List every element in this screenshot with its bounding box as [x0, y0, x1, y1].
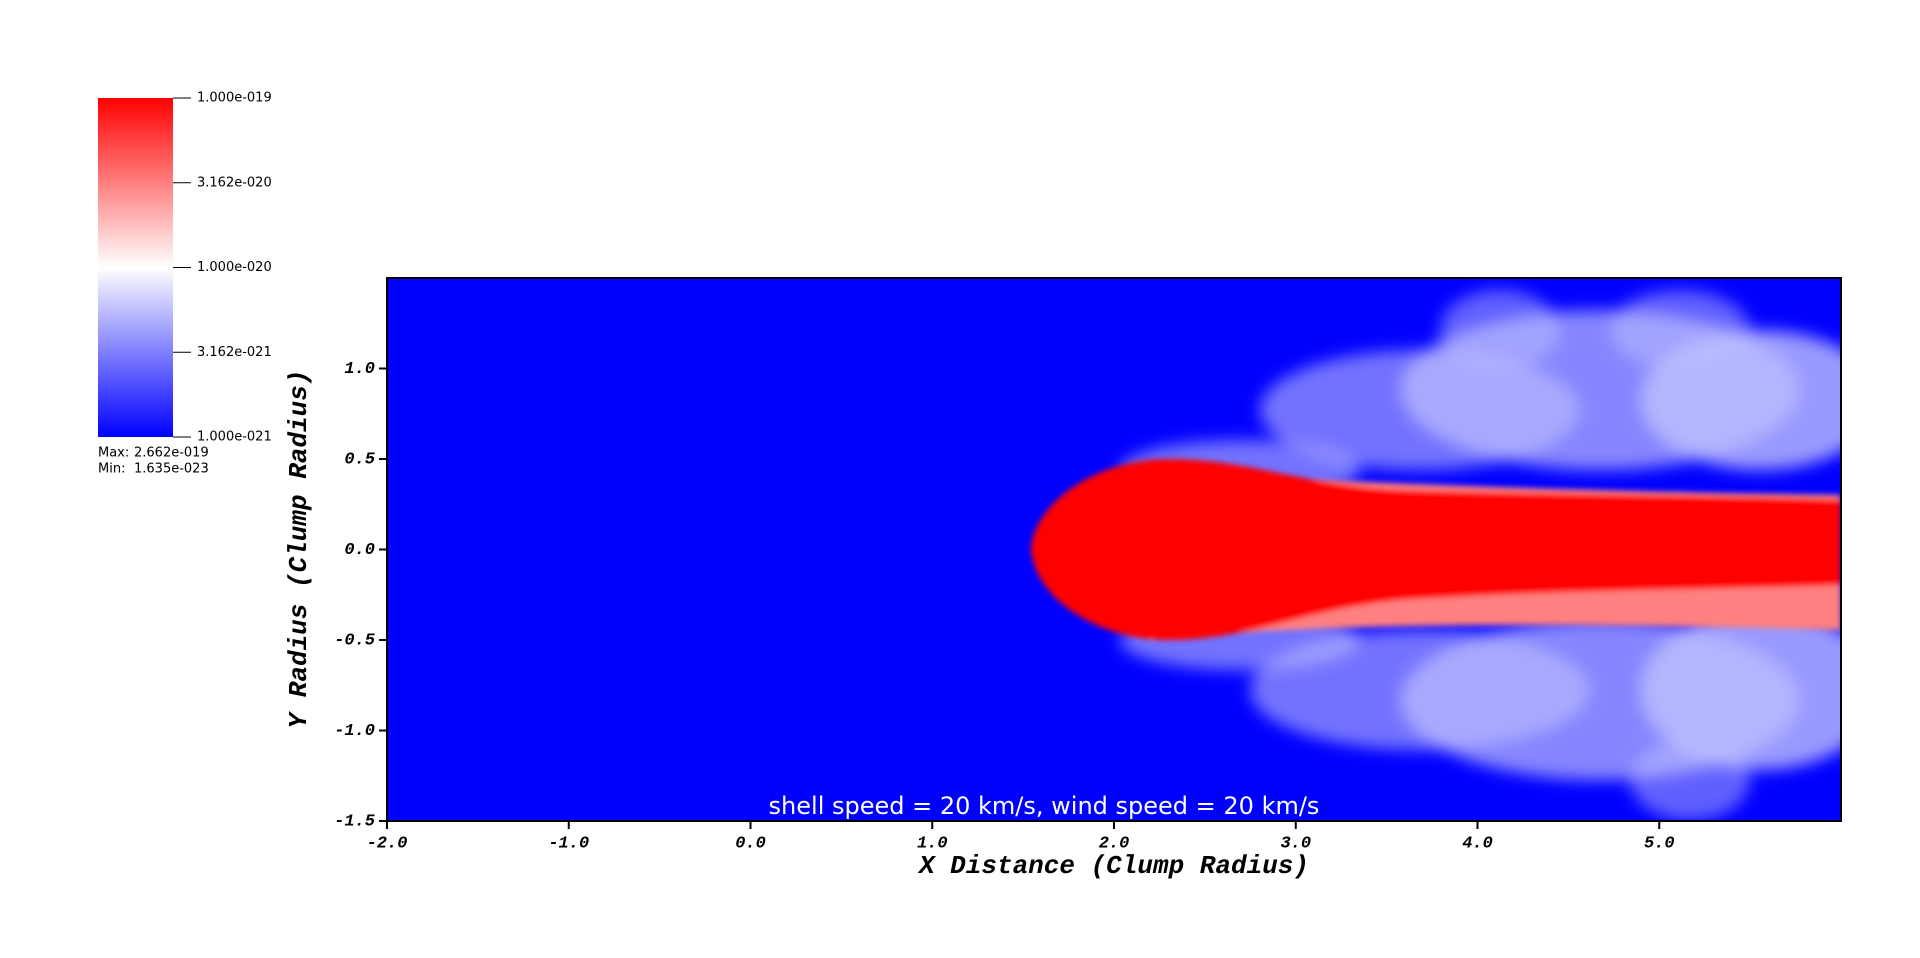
x-tick-label: 5.0 — [1644, 834, 1675, 853]
x-tick-label: 3.0 — [1280, 834, 1311, 853]
x-axis-title: X Distance (Clump Radius) — [917, 851, 1309, 881]
colorbar-tick-label: 1.000e-021 — [197, 430, 272, 445]
colorbar-max-caption: Max: — [98, 446, 129, 461]
y-axis-title: Y Radius (Clump Radius) — [284, 370, 314, 729]
annotation: shell speed = 20 km/s, wind speed = 20 k… — [769, 792, 1320, 820]
y-tick-label: 1.0 — [344, 360, 375, 379]
colorbar-tick-label: 1.000e-019 — [197, 91, 272, 106]
y-tick-label: -1.0 — [334, 722, 375, 741]
x-tick-label: 2.0 — [1099, 834, 1130, 853]
colorbar-max: 2.662e-019 — [134, 446, 209, 461]
colorbar — [98, 98, 173, 437]
y-tick-label: -0.5 — [334, 631, 375, 650]
y-tick-label: 0.0 — [344, 541, 375, 560]
y-tick-label: 0.5 — [344, 450, 375, 469]
x-tick-label: -1.0 — [548, 834, 589, 853]
y-tick-label: -1.5 — [334, 812, 375, 831]
field-image — [387, 278, 1841, 821]
colorbar-tick-label: 3.162e-020 — [197, 175, 272, 190]
colorbar-min-caption: Min: — [98, 462, 125, 477]
colorbar-tick-label: 1.000e-020 — [197, 260, 272, 275]
x-tick-label: 0.0 — [735, 834, 766, 853]
x-tick-label: -2.0 — [367, 834, 408, 853]
x-tick-label: 1.0 — [917, 834, 948, 853]
colorbar-tick-label: 3.162e-021 — [197, 345, 272, 360]
colorbar-min: 1.635e-023 — [134, 462, 209, 477]
x-tick-label: 4.0 — [1462, 834, 1493, 853]
